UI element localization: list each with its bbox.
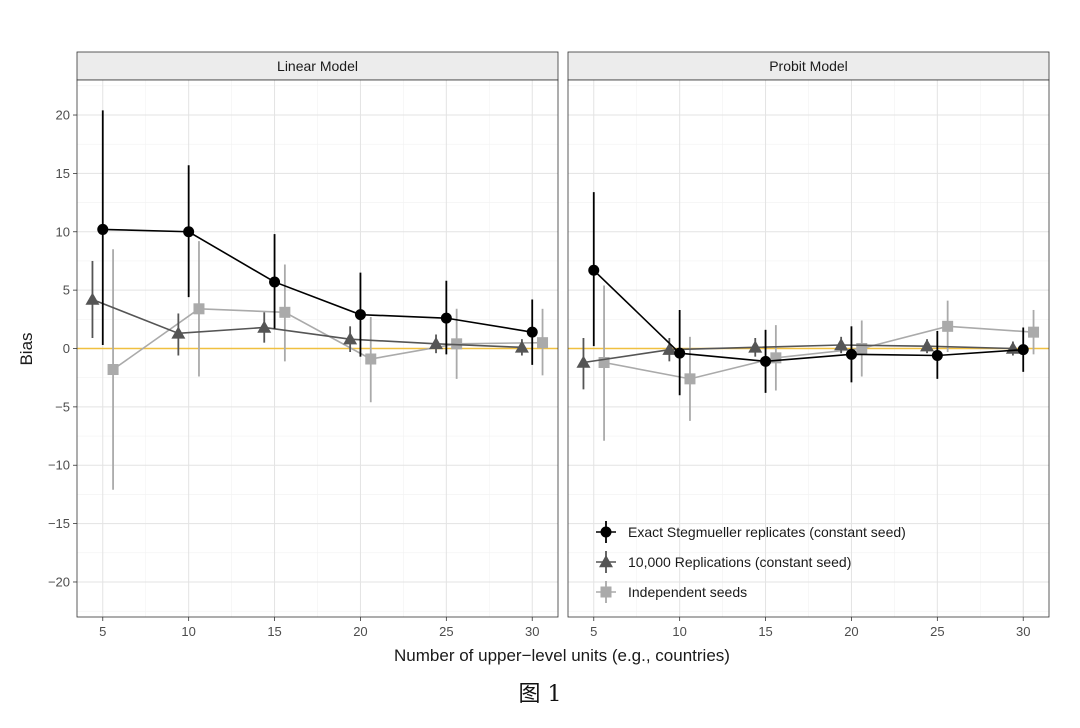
x-tick-label: 15 (267, 624, 281, 639)
series-line (583, 344, 1013, 364)
data-point (343, 332, 358, 345)
data-point (537, 337, 549, 349)
data-point (1017, 344, 1029, 356)
legend-key-marker (600, 586, 612, 598)
faceted-error-bar-chart: Linear Model 5 10 15 20 25 30 −20 −15 −10 −5 0 5 10 15… (17, 51, 1050, 665)
data-point (365, 353, 377, 365)
data-point (674, 347, 686, 359)
y-tick-label: 20 (56, 108, 70, 123)
data-point (257, 320, 272, 333)
panel-title: Linear Model (277, 58, 358, 74)
legend-item-1: Exact Stegmueller replicates (constant s… (596, 521, 906, 543)
legend-key-marker (599, 555, 613, 568)
panel-strip (76, 51, 559, 81)
data-point (588, 264, 600, 276)
data-point (85, 292, 100, 305)
x-axis-title: Number of upper−level units (e.g., count… (394, 646, 730, 665)
legend-item-3: Independent seeds (596, 581, 747, 603)
y-tick-label: 15 (56, 166, 70, 181)
data-point (931, 350, 943, 362)
y-tick-label: −5 (55, 399, 70, 414)
data-point (760, 355, 772, 367)
data-point (856, 343, 868, 354)
x-tick-label: 20 (844, 624, 858, 639)
legend-key-marker (600, 526, 612, 538)
data-point (171, 326, 186, 339)
series-line (603, 325, 1034, 380)
data-point (942, 320, 954, 332)
panel-1: Linear Model 5 10 15 20 25 30 −20 −15 −10 −5 0 5 10 15… (48, 51, 559, 639)
series-line (593, 269, 1024, 363)
legend-item-2: 10,000 Replications (constant seed) (596, 551, 851, 573)
y-tick-label: −10 (48, 458, 70, 473)
x-tick-label: 10 (672, 624, 686, 639)
data-point (684, 373, 696, 385)
panel-strip (567, 51, 1050, 81)
data-point (451, 338, 463, 350)
data-point (107, 364, 119, 376)
series-line (92, 298, 522, 349)
data-point (183, 226, 195, 238)
data-point (770, 352, 782, 364)
x-tick-label: 20 (353, 624, 367, 639)
data-point (662, 342, 677, 355)
series-1 (97, 110, 538, 365)
legend-label: Independent seeds (628, 584, 747, 600)
series-line (102, 228, 533, 333)
legend-label: 10,000 Replications (constant seed) (628, 554, 851, 570)
y-axis-title: Bias (17, 332, 36, 365)
data-point (279, 306, 291, 318)
data-point (920, 339, 935, 352)
panel-border (567, 79, 1050, 618)
x-tick-label: 30 (525, 624, 539, 639)
panel-title: Probit Model (769, 58, 848, 74)
y-tick-label: −15 (48, 516, 70, 531)
x-tick-label: 25 (930, 624, 944, 639)
panels-layer: Linear Model 5 10 15 20 25 30 −20 −15 −10 −5 0 5 10 15… (48, 51, 1050, 639)
x-tick-label: 30 (1016, 624, 1030, 639)
y-tick-label: −20 (48, 574, 70, 589)
series-2 (85, 260, 529, 356)
x-tick-label: 25 (439, 624, 453, 639)
data-point (834, 337, 849, 351)
data-point (514, 340, 529, 353)
x-tick-label: 15 (758, 624, 772, 639)
series-1 (588, 192, 1029, 396)
figure-caption: 图 1 (518, 682, 562, 707)
y-tick-label: 5 (63, 283, 70, 298)
series-2 (576, 336, 1020, 390)
data-point (193, 303, 205, 315)
x-tick-label: 5 (99, 624, 106, 639)
legend-label: Exact Stegmueller replicates (constant s… (628, 524, 906, 540)
data-point (269, 276, 281, 288)
data-point (1028, 326, 1040, 338)
data-point (576, 355, 591, 368)
x-tick-label: 5 (590, 624, 597, 639)
data-point (354, 309, 366, 321)
series-3 (598, 285, 1040, 441)
panel-2: Probit Model 5 10 15 20 25 30 (567, 51, 1050, 639)
legend: Exact Stegmueller replicates (constant s… (596, 521, 906, 603)
data-point (598, 357, 610, 369)
data-point (440, 312, 452, 324)
data-point (748, 340, 763, 353)
data-point (429, 336, 444, 350)
data-point (845, 348, 857, 360)
y-tick-label: 0 (63, 341, 70, 356)
y-tick-label: 10 (56, 224, 70, 239)
x-tick-label: 10 (181, 624, 195, 639)
data-point (526, 326, 538, 338)
data-point (97, 223, 109, 235)
